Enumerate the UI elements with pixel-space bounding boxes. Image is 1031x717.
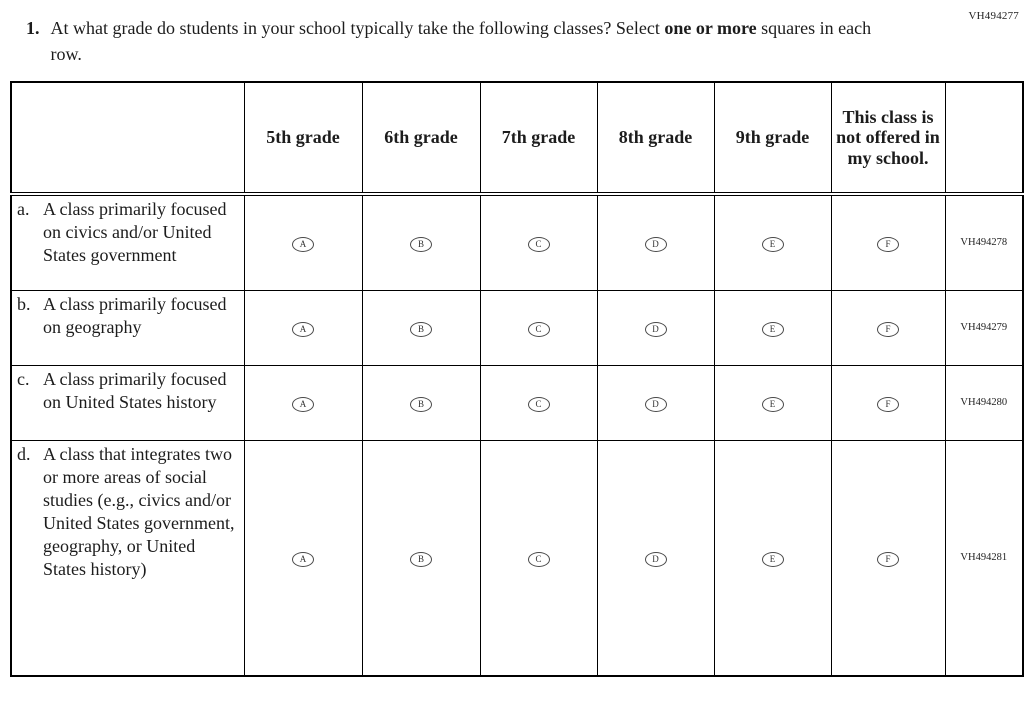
table-row-b: b. A class primarily focused on geograph… [10, 289, 1024, 366]
option-bubble-c[interactable]: C [527, 551, 550, 567]
row-label-cell: a. A class primarily focused on civics a… [10, 193, 245, 291]
column-header-not-offered: This class is not offered in my school. [830, 81, 946, 197]
bubble-cell: D [596, 439, 715, 677]
option-bubble-a[interactable]: A [292, 321, 314, 337]
column-header-9th-grade: 9th grade [713, 81, 832, 197]
row-label-cell: d. A class that integrates two or more a… [10, 439, 245, 677]
option-bubble-f[interactable]: F [877, 321, 899, 337]
option-bubble-e[interactable]: E [761, 321, 784, 337]
table-row-d: d. A class that integrates two or more a… [10, 439, 1024, 677]
question-text-bold: one or more [664, 18, 757, 38]
column-header-7th-grade: 7th grade [479, 81, 598, 197]
row-label: A class primarily focused on geography [43, 293, 227, 337]
option-bubble-c[interactable]: C [527, 321, 550, 337]
bubble-cell: D [596, 289, 715, 366]
option-bubble-b[interactable]: B [410, 551, 432, 567]
column-header-6th-grade: 6th grade [361, 81, 481, 197]
row-label-cell: c. A class primarily focused on United S… [10, 364, 245, 441]
option-bubble-e[interactable]: E [761, 396, 784, 412]
row-prefix: b. [17, 293, 31, 314]
question-block: 1. At what grade do students in your sch… [26, 16, 906, 67]
bubble-cell: F [830, 364, 946, 441]
option-bubble-a[interactable]: A [292, 551, 314, 567]
bubble-cell: A [243, 439, 363, 677]
bubble-cell: D [596, 364, 715, 441]
row-label: A class that integrates two or more area… [43, 443, 235, 579]
bubble-cell: F [830, 193, 946, 291]
bubble-cell: E [713, 289, 832, 366]
row-code: VH494281 [944, 439, 1024, 677]
option-bubble-d[interactable]: D [644, 551, 667, 567]
row-label-cell: b. A class primarily focused on geograph… [10, 289, 245, 366]
row-prefix: c. [17, 368, 30, 389]
option-bubble-f[interactable]: F [877, 396, 899, 412]
column-header-5th-grade: 5th grade [243, 81, 363, 197]
row-label: A class primarily focused on United Stat… [43, 368, 227, 412]
option-bubble-b[interactable]: B [410, 236, 432, 252]
question-number: 1. [26, 18, 40, 38]
bubble-cell: A [243, 193, 363, 291]
grade-selection-table: 5th grade 6th grade 7th grade 8th grade … [10, 81, 1024, 678]
option-bubble-a[interactable]: A [292, 396, 314, 412]
header-row: 5th grade 6th grade 7th grade 8th grade … [10, 81, 1024, 197]
option-bubble-a[interactable]: A [292, 236, 314, 252]
row-code: VH494279 [944, 289, 1024, 366]
table-corner-blank [10, 81, 245, 197]
corner-code: VH494277 [968, 10, 1019, 22]
table-row-c: c. A class primarily focused on United S… [10, 364, 1024, 441]
row-prefix: a. [17, 199, 30, 220]
row-prefix: d. [17, 443, 31, 464]
table-row-a: a. A class primarily focused on civics a… [10, 193, 1024, 291]
bubble-cell: A [243, 364, 363, 441]
option-bubble-c[interactable]: C [527, 236, 550, 252]
question-text: At what grade do students in your school… [51, 16, 907, 67]
question-text-part2: squares in each row. [50, 18, 872, 64]
bubble-cell: C [479, 364, 598, 441]
bubble-cell: B [361, 364, 481, 441]
bubble-cell: E [713, 439, 832, 677]
bubble-cell: B [361, 439, 481, 677]
option-bubble-e[interactable]: E [761, 236, 784, 252]
option-bubble-d[interactable]: D [644, 321, 667, 337]
option-bubble-d[interactable]: D [644, 396, 667, 412]
bubble-cell: B [361, 289, 481, 366]
option-bubble-c[interactable]: C [527, 396, 550, 412]
column-header-8th-grade: 8th grade [596, 81, 715, 197]
row-code: VH494278 [944, 193, 1024, 291]
option-bubble-f[interactable]: F [877, 551, 899, 567]
option-bubble-d[interactable]: D [644, 236, 667, 252]
bubble-cell: F [830, 289, 946, 366]
code-column-header-blank [944, 81, 1024, 197]
bubble-cell: E [713, 364, 832, 441]
bubble-cell: B [361, 193, 481, 291]
question-text-part1: At what grade do students in your school… [50, 18, 660, 38]
bubble-cell: D [596, 193, 715, 291]
bubble-cell: C [479, 439, 598, 677]
option-bubble-e[interactable]: E [761, 551, 784, 567]
bubble-cell: F [830, 439, 946, 677]
row-label: A class primarily focused on civics and/… [43, 199, 227, 266]
option-bubble-f[interactable]: F [877, 236, 899, 252]
bubble-cell: E [713, 193, 832, 291]
option-bubble-b[interactable]: B [410, 396, 432, 412]
bubble-cell: A [243, 289, 363, 366]
bubble-cell: C [479, 289, 598, 366]
option-bubble-b[interactable]: B [410, 321, 432, 337]
row-code: VH494280 [944, 364, 1024, 441]
bubble-cell: C [479, 193, 598, 291]
